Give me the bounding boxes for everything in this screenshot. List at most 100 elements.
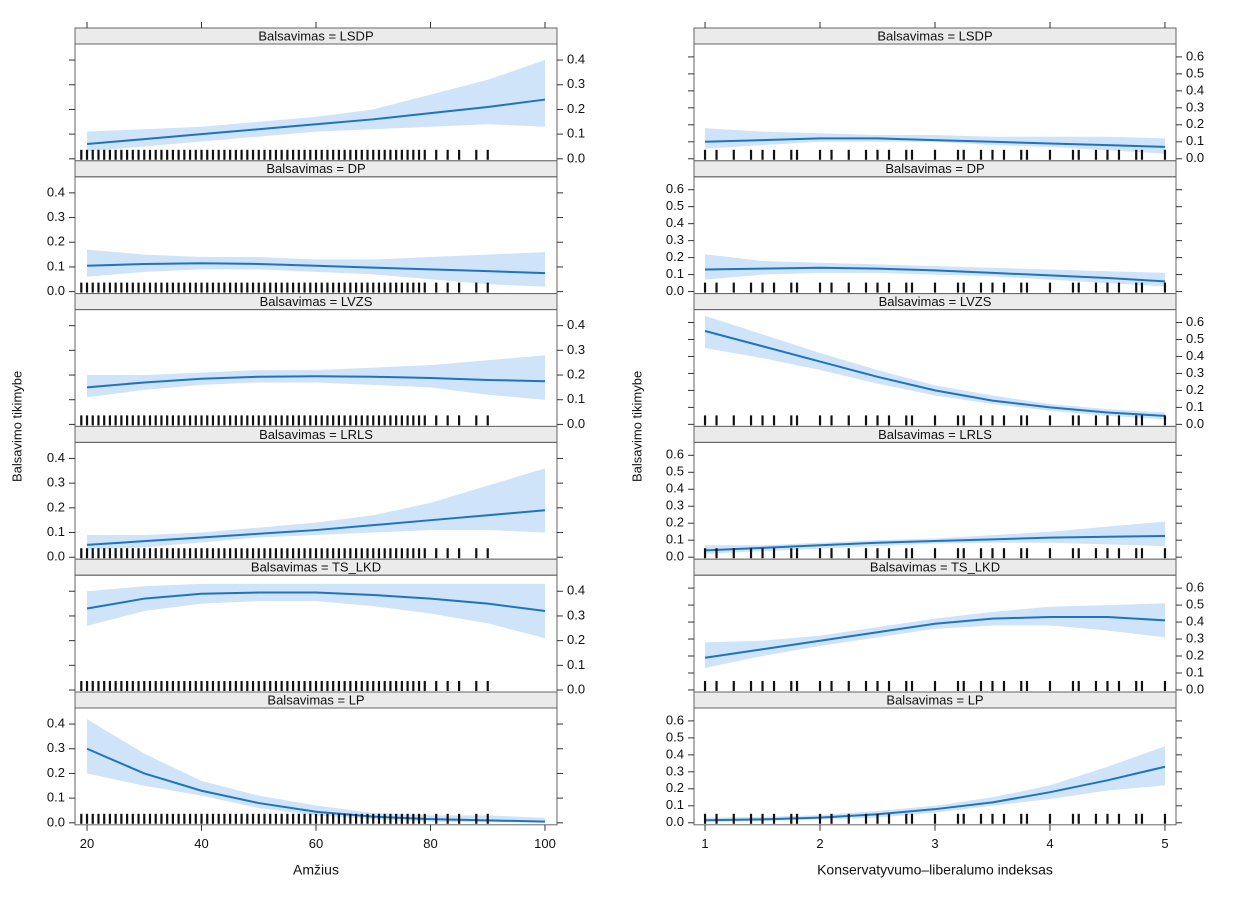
y-tick-label: 0.1 — [666, 797, 684, 812]
confidence-band — [87, 249, 545, 287]
y-tick-label: 0.4 — [567, 583, 585, 598]
line — [86, 375, 546, 389]
y-tick-label: 0.0 — [567, 150, 585, 165]
confidence-band — [87, 719, 545, 823]
line — [86, 591, 546, 612]
x-tick-label: 20 — [80, 836, 94, 851]
panel-title: Balsavimas = DP — [885, 161, 984, 176]
panel-title: Balsavimas = LVZS — [260, 294, 373, 309]
y-tick-label: 0.6 — [1186, 580, 1204, 595]
y-tick-label: 0.4 — [47, 450, 65, 465]
y-tick-label: 0.2 — [567, 101, 585, 116]
y-tick-label: 0.6 — [1186, 48, 1204, 63]
x-tick-label: 4 — [1046, 836, 1053, 851]
x-tick-label: 5 — [1161, 836, 1168, 851]
y-tick-label: 0.6 — [1186, 314, 1204, 329]
line — [704, 330, 1166, 417]
y-tick-label: 0.0 — [567, 416, 585, 431]
panel-title: Balsavimas = TS_LKD — [870, 560, 1000, 575]
confidence-band — [705, 746, 1165, 822]
y-tick-label: 0.0 — [1186, 150, 1204, 165]
panel-title: Balsavimas = LVZS — [879, 294, 992, 309]
y-tick-label: 0.0 — [47, 814, 65, 829]
y-tick-label: 0.6 — [666, 181, 684, 196]
confidence-band — [705, 315, 1165, 420]
panel-title: Balsavimas = LP — [267, 692, 364, 707]
y-tick-label: 0.2 — [666, 249, 684, 264]
y-tick-label: 0.1 — [47, 258, 65, 273]
y-axis-label: Balsavimo tikimybe — [629, 371, 644, 482]
y-tick-label: 0.3 — [567, 76, 585, 91]
y-tick-label: 0.2 — [666, 780, 684, 795]
confidence-band — [87, 468, 545, 550]
y-tick-label: 0.5 — [1186, 597, 1204, 612]
y-tick-label: 0.4 — [47, 184, 65, 199]
line — [705, 266, 1166, 283]
y-tick-label: 0.3 — [47, 209, 65, 224]
x-tick-label: 3 — [931, 836, 938, 851]
x-tick-label: 80 — [423, 836, 437, 851]
y-tick-label: 0.3 — [47, 475, 65, 490]
panel-title: Balsavimas = LSDP — [258, 28, 373, 43]
line — [705, 137, 1165, 148]
y-tick-label: 0.4 — [1186, 613, 1204, 628]
y-tick-label: 0.2 — [666, 515, 684, 530]
y-tick-label: 0.1 — [1186, 399, 1204, 414]
y-tick-label: 0.0 — [666, 549, 684, 564]
x-tick-label: 2 — [816, 836, 823, 851]
confidence-band — [87, 583, 545, 639]
y-tick-label: 0.4 — [47, 715, 65, 730]
y-tick-label: 0.2 — [1186, 116, 1204, 131]
y-tick-label: 0.6 — [666, 447, 684, 462]
y-tick-label: 0.1 — [567, 391, 585, 406]
y-tick-label: 0.0 — [666, 283, 684, 298]
y-tick-label: 0.3 — [1186, 99, 1204, 114]
y-tick-label: 0.0 — [1186, 416, 1204, 431]
confidence-band — [87, 60, 545, 152]
x-tick-label: 1 — [701, 836, 708, 851]
panel-title: Balsavimas = DP — [266, 161, 365, 176]
y-tick-label: 0.2 — [567, 632, 585, 647]
y-tick-label: 0.2 — [47, 499, 65, 514]
y-tick-label: 0.0 — [567, 681, 585, 696]
y-tick-label: 0.5 — [666, 729, 684, 744]
y-tick-label: 0.4 — [1186, 348, 1204, 363]
y-tick-label: 0.0 — [47, 283, 65, 298]
y-tick-label: 0.5 — [1186, 65, 1204, 80]
panel-title: Balsavimas = LRLS — [259, 427, 373, 442]
line — [86, 509, 546, 546]
y-axis-label: Balsavimo tikimybe — [9, 371, 24, 482]
y-tick-label: 0.3 — [1186, 630, 1204, 645]
panel-title: Balsavimas = LP — [886, 692, 983, 707]
line — [705, 765, 1166, 822]
y-tick-label: 0.6 — [666, 712, 684, 727]
y-tick-label: 0.0 — [1186, 681, 1204, 696]
panel-title: Balsavimas = TS_LKD — [251, 560, 381, 575]
y-tick-label: 0.1 — [1186, 133, 1204, 148]
y-tick-label: 0.1 — [666, 266, 684, 281]
x-tick-label: 40 — [194, 836, 208, 851]
y-tick-label: 0.4 — [666, 215, 684, 230]
y-tick-label: 0.5 — [666, 464, 684, 479]
y-tick-label: 0.0 — [666, 814, 684, 829]
y-tick-label: 0.3 — [666, 763, 684, 778]
y-tick-label: 0.0 — [47, 549, 65, 564]
confidence-band — [705, 603, 1165, 668]
y-tick-label: 0.5 — [1186, 331, 1204, 346]
x-tick-label: 60 — [309, 836, 323, 851]
y-tick-label: 0.5 — [666, 198, 684, 213]
y-tick-label: 0.3 — [666, 232, 684, 247]
panel-frame — [693, 574, 1177, 693]
confidence-band — [87, 355, 545, 400]
y-tick-label: 0.3 — [567, 342, 585, 357]
y-tick-label: 0.4 — [666, 481, 684, 496]
y-tick-label: 0.1 — [567, 657, 585, 672]
y-tick-label: 0.4 — [1186, 82, 1204, 97]
y-tick-label: 0.3 — [1186, 365, 1204, 380]
x-axis-label: Konservatyvumo–liberalumo indeksas — [817, 862, 1053, 878]
y-tick-label: 0.1 — [666, 532, 684, 547]
line — [704, 615, 1166, 659]
y-tick-label: 0.3 — [666, 498, 684, 513]
y-tick-label: 0.1 — [1186, 664, 1204, 679]
